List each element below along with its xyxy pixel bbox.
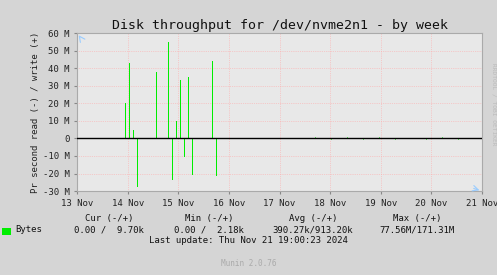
Text: Last update: Thu Nov 21 19:00:23 2024: Last update: Thu Nov 21 19:00:23 2024 [149, 236, 348, 245]
Text: Cur (-/+): Cur (-/+) [85, 214, 134, 223]
Text: 390.27k/913.20k: 390.27k/913.20k [273, 225, 353, 234]
Title: Disk throughput for /dev/nvme2n1 - by week: Disk throughput for /dev/nvme2n1 - by we… [111, 19, 448, 32]
Text: Avg (-/+): Avg (-/+) [289, 214, 337, 223]
Text: 0.00 /  2.18k: 0.00 / 2.18k [174, 225, 244, 234]
Text: 0.00 /  9.70k: 0.00 / 9.70k [75, 225, 144, 234]
Text: RRDTOOL / TOBI OETIKER: RRDTOOL / TOBI OETIKER [491, 63, 496, 146]
Text: Munin 2.0.76: Munin 2.0.76 [221, 260, 276, 268]
Text: Min (-/+): Min (-/+) [184, 214, 233, 223]
Text: Max (-/+): Max (-/+) [393, 214, 442, 223]
Text: 77.56M/171.31M: 77.56M/171.31M [380, 225, 455, 234]
Text: Bytes: Bytes [15, 225, 42, 234]
Y-axis label: Pr second read (-) / write (+): Pr second read (-) / write (+) [31, 31, 40, 193]
